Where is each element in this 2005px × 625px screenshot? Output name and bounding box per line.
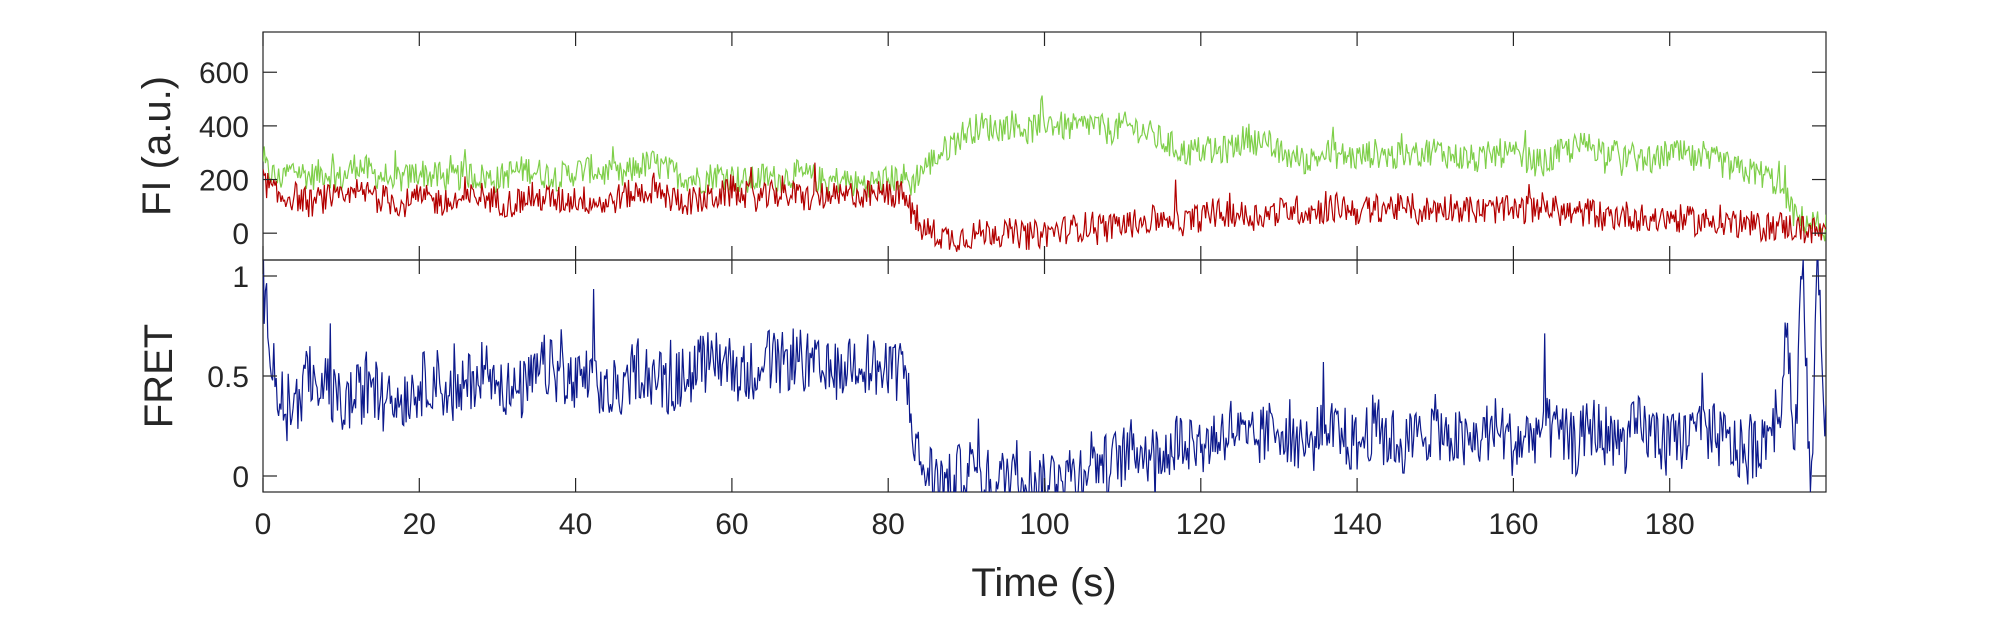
- x-axis-label: Time (s): [971, 561, 1116, 605]
- y-tick-label: 400: [199, 111, 249, 144]
- fret-y-axis-label: FRET: [137, 324, 181, 428]
- y-tick-label: 1: [232, 261, 249, 294]
- fret-series-group: [263, 260, 1826, 492]
- x-tick-label: 120: [1176, 508, 1226, 541]
- x-tick-label: 20: [403, 508, 436, 541]
- y-tick-label: 0: [232, 218, 249, 251]
- fret-x-ticks: 0 20 40 60 80 100 120 140 160 180: [255, 260, 1695, 541]
- intensity-y-axis-label: FI (a.u.): [135, 76, 179, 216]
- fret-series-line-1: [263, 260, 1826, 492]
- x-tick-label: 80: [872, 508, 905, 541]
- fret-plot-frame: [262, 259, 1827, 493]
- y-tick-label: 200: [199, 165, 249, 198]
- intensity-series-line-1: [263, 95, 1826, 242]
- x-tick-label: 0: [255, 508, 272, 541]
- x-tick-label: 140: [1332, 508, 1382, 541]
- intensity-series-line-2: [263, 162, 1826, 252]
- x-tick-label: 180: [1645, 508, 1695, 541]
- intensity-y-ticks: 0 200 400 600: [199, 57, 1826, 251]
- y-tick-label: 0.5: [207, 361, 249, 394]
- x-tick-label: 100: [1019, 508, 1069, 541]
- fret-y-ticks: 00.51: [207, 261, 1826, 494]
- intensity-panel: 0 200 400 600 FI (a.u.): [135, 31, 1827, 261]
- x-tick-label: 160: [1488, 508, 1538, 541]
- y-tick-label: 600: [199, 57, 249, 90]
- y-tick-label: 0: [232, 461, 249, 494]
- intensity-series-group: [263, 95, 1826, 252]
- x-tick-label: 40: [559, 508, 592, 541]
- x-tick-label: 60: [715, 508, 748, 541]
- intensity-x-ticks: [262, 32, 1671, 260]
- fret-panel: 00.51 0 20 40 60 80 100 120 140 160 180 FRET Time…: [137, 259, 1827, 605]
